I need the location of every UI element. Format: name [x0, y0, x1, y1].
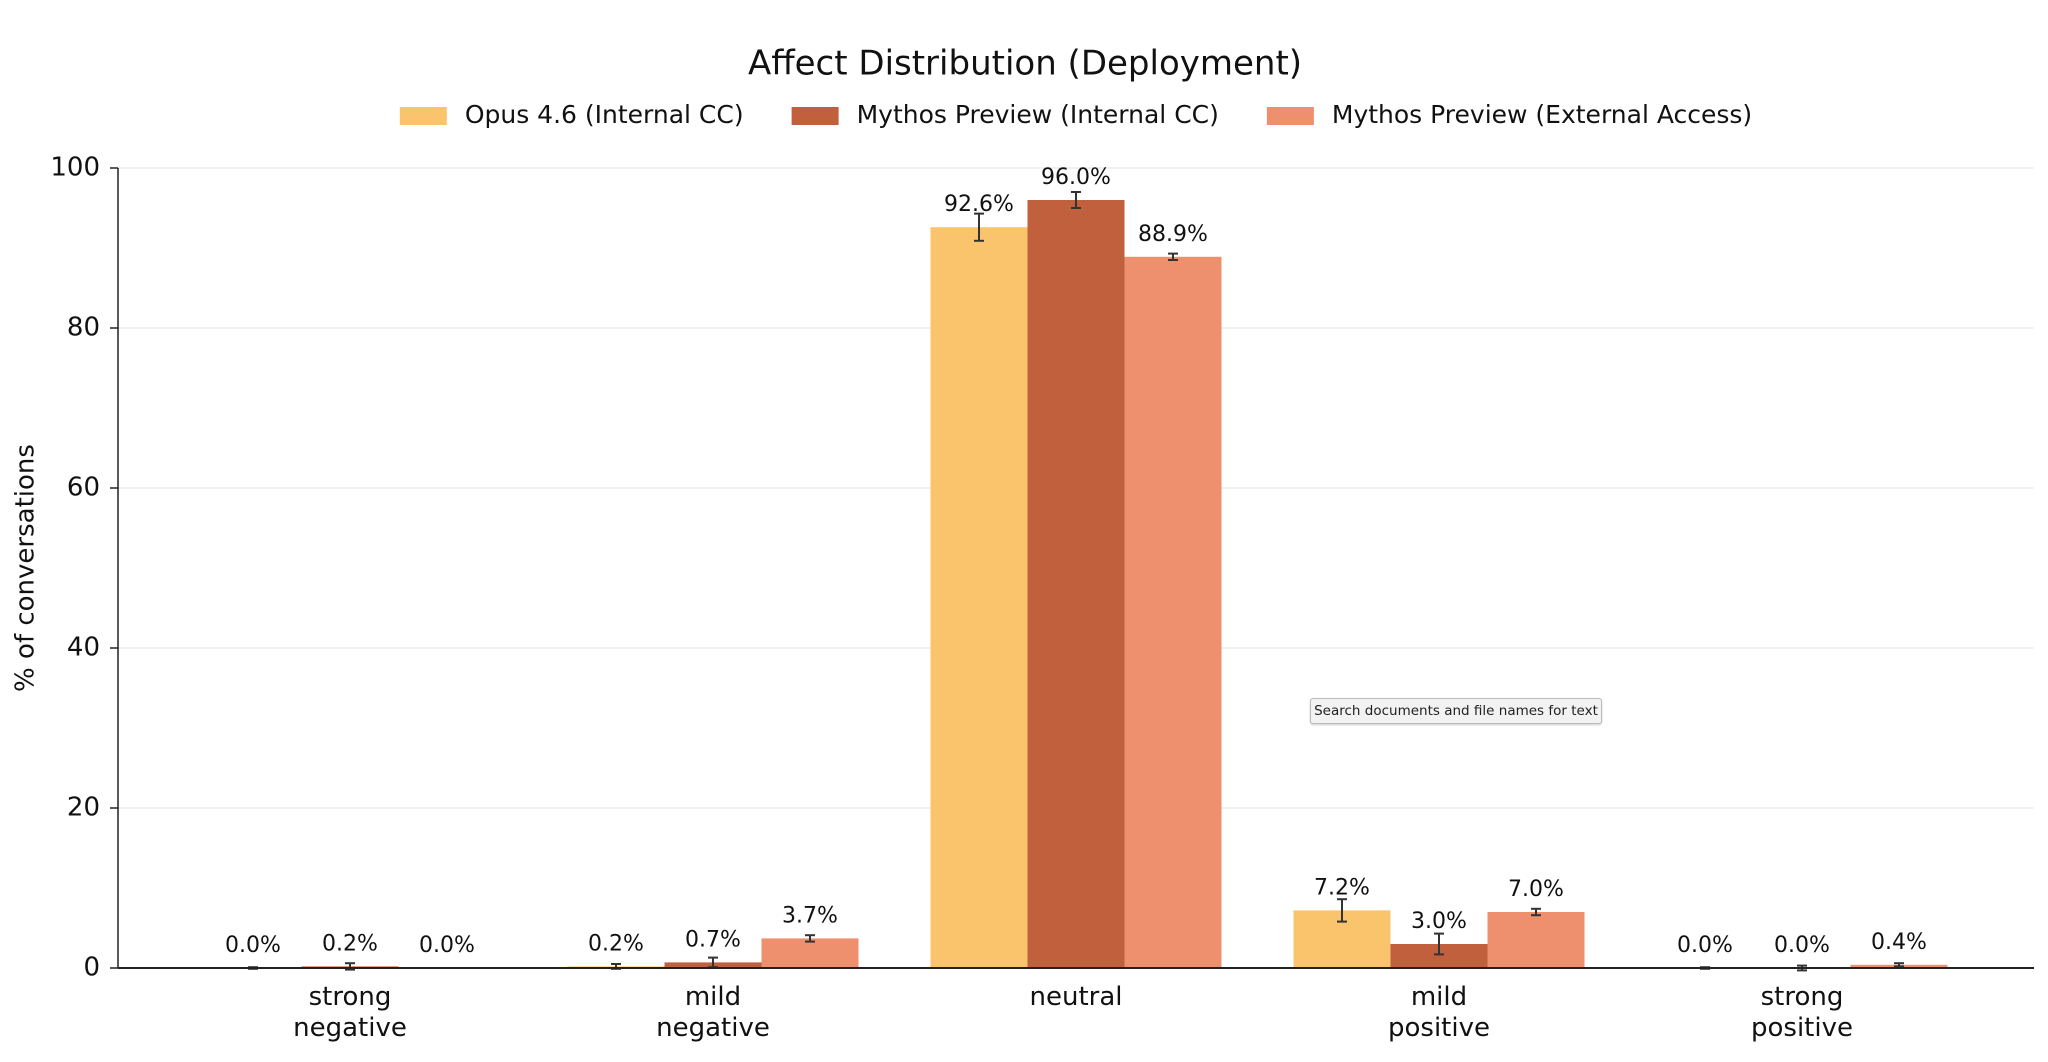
value-label: 0.0%	[1677, 933, 1733, 958]
y-tick-label: 40	[67, 633, 100, 663]
bar	[1124, 256, 1222, 968]
value-label: 0.0%	[225, 933, 281, 958]
bar	[930, 227, 1028, 968]
y-axis-label: % of conversations	[11, 444, 41, 692]
y-tick-label: 20	[67, 793, 100, 823]
tooltip: Search documents and file names for text	[1310, 698, 1602, 724]
x-tick-label: neutral	[1029, 982, 1123, 1012]
value-label: 3.0%	[1411, 909, 1467, 934]
legend-swatch	[399, 107, 447, 125]
legend-label: Opus 4.6 (Internal CC)	[465, 100, 744, 129]
x-tick-label: mild positive	[1388, 982, 1490, 1043]
legend-swatch	[1266, 107, 1314, 125]
x-tick-label: strong negative	[293, 982, 407, 1043]
legend-swatch	[791, 107, 839, 125]
y-tick-label: 60	[67, 473, 100, 503]
bar	[761, 938, 859, 968]
bar	[1487, 912, 1585, 968]
y-tick-label: 0	[83, 953, 100, 983]
legend-label: Mythos Preview (External Access)	[1332, 100, 1752, 129]
value-label: 88.9%	[1138, 222, 1208, 247]
y-tick-label: 100	[50, 153, 100, 183]
value-label: 0.0%	[419, 933, 475, 958]
chart-title: Affect Distribution (Deployment)	[748, 44, 1302, 84]
bar	[1027, 200, 1125, 968]
value-label: 0.7%	[685, 927, 741, 952]
value-label: 0.0%	[1774, 933, 1830, 958]
value-label: 0.2%	[588, 931, 644, 956]
y-tick-label: 80	[67, 313, 100, 343]
x-tick-label: mild negative	[656, 982, 770, 1043]
value-label: 0.2%	[322, 931, 378, 956]
value-label: 7.0%	[1508, 877, 1564, 902]
value-label: 96.0%	[1041, 165, 1111, 190]
value-label: 7.2%	[1314, 875, 1370, 900]
value-label: 3.7%	[782, 903, 838, 928]
legend-label: Mythos Preview (Internal CC)	[857, 100, 1219, 129]
value-label: 0.4%	[1871, 930, 1927, 955]
value-label: 92.6%	[944, 192, 1014, 217]
x-tick-label: strong positive	[1751, 982, 1853, 1043]
